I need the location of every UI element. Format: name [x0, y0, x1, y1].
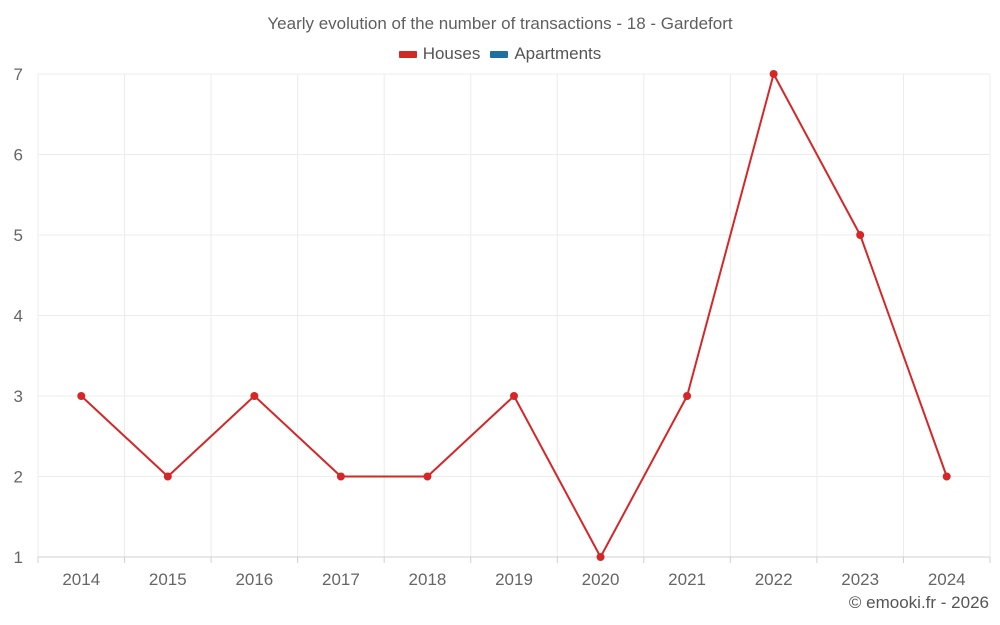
- x-tick-label: 2020: [582, 570, 620, 589]
- copyright: © emooki.fr - 2026: [848, 593, 989, 612]
- x-tick-label: 2019: [495, 570, 533, 589]
- data-point[interactable]: [250, 392, 259, 400]
- axes: 1 2 3 4 5 6 7 2014 2015 2016 2017 2018 2019 2020 2021 2…: [14, 65, 991, 589]
- y-tick-label: 2: [14, 468, 23, 487]
- data-point[interactable]: [510, 392, 518, 400]
- legend: Houses Apartments: [0, 44, 1000, 64]
- y-tick-label: 5: [14, 226, 23, 245]
- x-tick-label: 2022: [755, 570, 793, 589]
- x-tick-label: 2015: [149, 570, 187, 589]
- data-point[interactable]: [942, 472, 951, 481]
- data-point[interactable]: [596, 553, 605, 561]
- data-point[interactable]: [683, 392, 692, 400]
- legend-item-houses[interactable]: Houses: [398, 44, 481, 64]
- legend-label-apartments: Apartments: [514, 44, 602, 63]
- x-tick-label: 2023: [841, 570, 879, 589]
- x-tick-label: 2016: [235, 570, 273, 589]
- x-tick-label: 2017: [322, 570, 360, 589]
- grid: [37, 73, 991, 557]
- data-point[interactable]: [423, 472, 432, 481]
- y-tick-label: 3: [14, 387, 23, 406]
- x-tick-label: 2014: [62, 570, 100, 589]
- y-tick-label: 1: [14, 548, 23, 567]
- series-points: [77, 70, 951, 561]
- data-point[interactable]: [163, 472, 172, 481]
- legend-item-apartments[interactable]: Apartments: [490, 44, 601, 64]
- legend-swatch-apartments: [490, 50, 509, 58]
- data-point[interactable]: [77, 392, 86, 400]
- legend-swatch-houses: [398, 50, 417, 58]
- x-tick-label: 2018: [409, 570, 447, 589]
- chart-title: Yearly evolution of the number of transa…: [267, 14, 733, 33]
- y-tick-label: 7: [14, 65, 23, 84]
- y-tick-label: 4: [14, 307, 23, 326]
- x-tick-label: 2021: [668, 570, 706, 589]
- data-point[interactable]: [336, 472, 345, 481]
- data-point[interactable]: [769, 70, 778, 78]
- legend-label-houses: Houses: [422, 44, 481, 63]
- data-point[interactable]: [856, 231, 865, 239]
- y-tick-label: 6: [14, 146, 23, 165]
- x-tick-label: 2024: [928, 570, 966, 589]
